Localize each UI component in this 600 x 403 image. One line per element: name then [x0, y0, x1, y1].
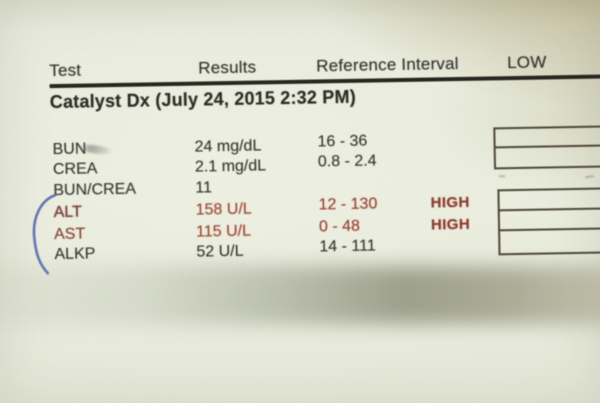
reference-interval: 0.8 - 2.4 [317, 152, 377, 171]
low-flag-box-group-chemistry [493, 125, 600, 170]
reference-interval: 12 - 130 [318, 195, 378, 214]
reference-interval: 0 - 48 [318, 217, 361, 236]
test-result: 24 mg/dL [194, 137, 262, 156]
test-result: 2.1 mg/dL [194, 157, 267, 176]
test-name: BUN/CREA [53, 180, 137, 200]
high-flag: HIGH [430, 193, 470, 212]
test-result: 52 U/L [196, 242, 244, 261]
test-result: 115 U/L [195, 222, 252, 241]
low-flag-cell [496, 146, 600, 167]
test-name: CREA [52, 160, 98, 179]
reference-interval: 14 - 111 [319, 237, 376, 256]
test-result: 158 U/L [195, 200, 252, 219]
low-flag-cell [499, 209, 600, 232]
high-flag: HIGH [430, 215, 471, 234]
low-flag-box-group-liver [497, 187, 600, 256]
reference-interval: 16 - 36 [317, 132, 368, 151]
handwritten-brace-annotation [32, 193, 57, 275]
low-flag-cell [495, 127, 600, 149]
low-flag-cell [499, 189, 600, 212]
pencil-speck [499, 175, 506, 178]
test-result: 11 [195, 179, 213, 197]
low-flag-cell [500, 229, 600, 253]
